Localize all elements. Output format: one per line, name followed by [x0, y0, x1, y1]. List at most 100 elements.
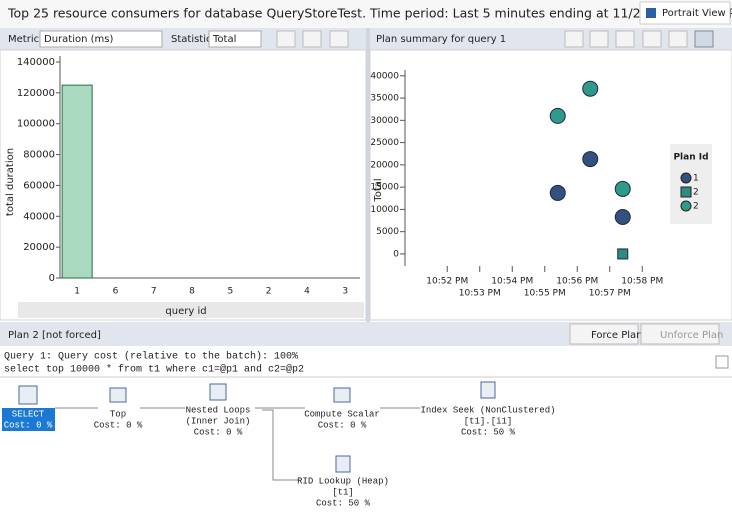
y-tick-label: 40000 — [23, 211, 55, 222]
y-tick-label: 0 — [393, 249, 399, 259]
x-tick-label: 3 — [342, 287, 348, 297]
plan-node-label: [t1].[i1] — [464, 416, 513, 426]
x-tick-label: 10:56 PM — [556, 277, 598, 287]
point — [617, 248, 629, 260]
query-text-area — [0, 347, 732, 375]
x-tick-label: 10:57 PM — [589, 289, 631, 299]
x-tick-label: 8 — [189, 287, 195, 297]
button-label: Unforce Plan — [660, 330, 723, 341]
plan-node-label: Cost: 50 % — [316, 498, 371, 508]
toolbar-button[interactable] — [589, 30, 609, 48]
bar — [61, 84, 93, 279]
toolbar-button[interactable] — [668, 30, 688, 48]
icon — [209, 383, 227, 401]
x-tick-label: 2 — [266, 287, 272, 297]
button-label: Portrait View — [662, 8, 726, 19]
x-tick-label: 10:54 PM — [491, 277, 533, 287]
collapse-button[interactable] — [715, 355, 729, 369]
y-tick-label: 80000 — [23, 150, 55, 161]
y-tick-label: 20000 — [370, 160, 399, 170]
x-tick-label: 4 — [304, 287, 310, 297]
toolbar-button[interactable] — [642, 30, 662, 48]
y-tick-label: 30000 — [370, 116, 399, 126]
unforce-plan-button[interactable] — [640, 323, 720, 345]
icon — [480, 381, 496, 399]
x-tick-label: 10:52 PM — [426, 277, 468, 287]
force-plan-button[interactable] — [569, 323, 639, 345]
x-tick-label: 10:55 PM — [524, 289, 566, 299]
icon — [335, 455, 351, 473]
y-tick-label: 20000 — [23, 242, 55, 253]
button-label: Force Plan — [591, 330, 643, 341]
y-tick-label: 25000 — [370, 138, 399, 148]
toolbar — [370, 28, 732, 50]
plan-title: Plan 2 [not forced] — [8, 330, 101, 341]
x-tick-label: 1 — [74, 287, 80, 297]
pane-title: Plan summary for query 1 — [376, 34, 506, 45]
statistic-dropdown[interactable] — [208, 30, 262, 48]
y-tick-label: 15000 — [370, 183, 399, 193]
x-tick-label: 10:58 PM — [621, 277, 663, 287]
plan-node-label: Cost: 0 % — [194, 427, 243, 437]
y-axis-label: total duration — [5, 148, 16, 216]
plan-node-label: Top — [110, 409, 126, 419]
query-text: select top 10000 * from t1 where c1=@p1 … — [4, 364, 304, 376]
toolbar-button[interactable] — [276, 30, 296, 48]
toolbar-button[interactable] — [302, 30, 322, 48]
dropdown-value: Total — [212, 34, 236, 45]
toolbar-button[interactable] — [329, 30, 349, 48]
toolbar-button[interactable] — [564, 30, 584, 48]
x-tick-label: 6 — [113, 287, 119, 297]
y-tick-label: 0 — [49, 273, 55, 284]
icon — [109, 387, 127, 403]
portrait-view-button[interactable] — [639, 1, 731, 25]
x-axis-band — [18, 302, 364, 318]
metric-dropdown[interactable] — [39, 30, 163, 48]
toolbar-button[interactable] — [694, 30, 714, 48]
plan-node-label: (Inner Join) — [186, 416, 251, 426]
plan-node-label: Compute Scalar — [304, 409, 380, 419]
legend-label: 1 — [693, 174, 699, 184]
plan-node-label: Cost: 0 % — [4, 420, 53, 430]
selected-node — [2, 408, 55, 431]
y-tick-label: 5000 — [376, 227, 399, 237]
x-tick-label: 5 — [227, 287, 233, 297]
legend-label: 2 — [693, 202, 699, 212]
label: Statistic — [171, 34, 212, 45]
title: Top 25 resource consumers for database Q… — [7, 6, 732, 21]
toolbar-button[interactable] — [615, 30, 635, 48]
point — [582, 151, 599, 168]
icon — [333, 387, 351, 403]
connector — [262, 409, 300, 481]
plan-node-label: RID Lookup (Heap) — [297, 476, 389, 486]
x-tick-label: 7 — [151, 287, 157, 297]
y-tick-label: 120000 — [17, 88, 55, 99]
y-tick-label: 100000 — [17, 119, 55, 130]
plan-node-label: [t1] — [332, 487, 354, 497]
legend-title: Plan Id — [673, 153, 708, 163]
y-axis-label: Total — [373, 178, 384, 202]
legend-marker — [680, 186, 692, 198]
x-tick-label: 10:53 PM — [459, 289, 501, 299]
legend-box — [670, 144, 712, 224]
icon — [18, 385, 38, 405]
point — [549, 107, 566, 124]
operator-icons — [18, 381, 496, 473]
legend-label: 2 — [693, 188, 699, 198]
plan-node-label: SELECT — [12, 409, 45, 419]
icon — [646, 8, 656, 18]
connectors — [55, 407, 420, 481]
y-tick-label: 40000 — [370, 71, 399, 81]
query-text: Query 1: Query cost (relative to the bat… — [4, 351, 298, 363]
y-tick-label: 35000 — [370, 94, 399, 104]
y-tick-label: 140000 — [17, 57, 55, 68]
title-bar — [0, 0, 732, 28]
plan-node-label: Cost: 0 % — [318, 420, 367, 430]
point — [614, 208, 631, 225]
plan-node-label: Nested Loops — [186, 405, 251, 415]
plan-node-label: Index Seek (NonClustered) — [420, 405, 555, 415]
plan-node-label: Cost: 0 % — [94, 420, 143, 430]
legend-marker — [680, 172, 692, 184]
